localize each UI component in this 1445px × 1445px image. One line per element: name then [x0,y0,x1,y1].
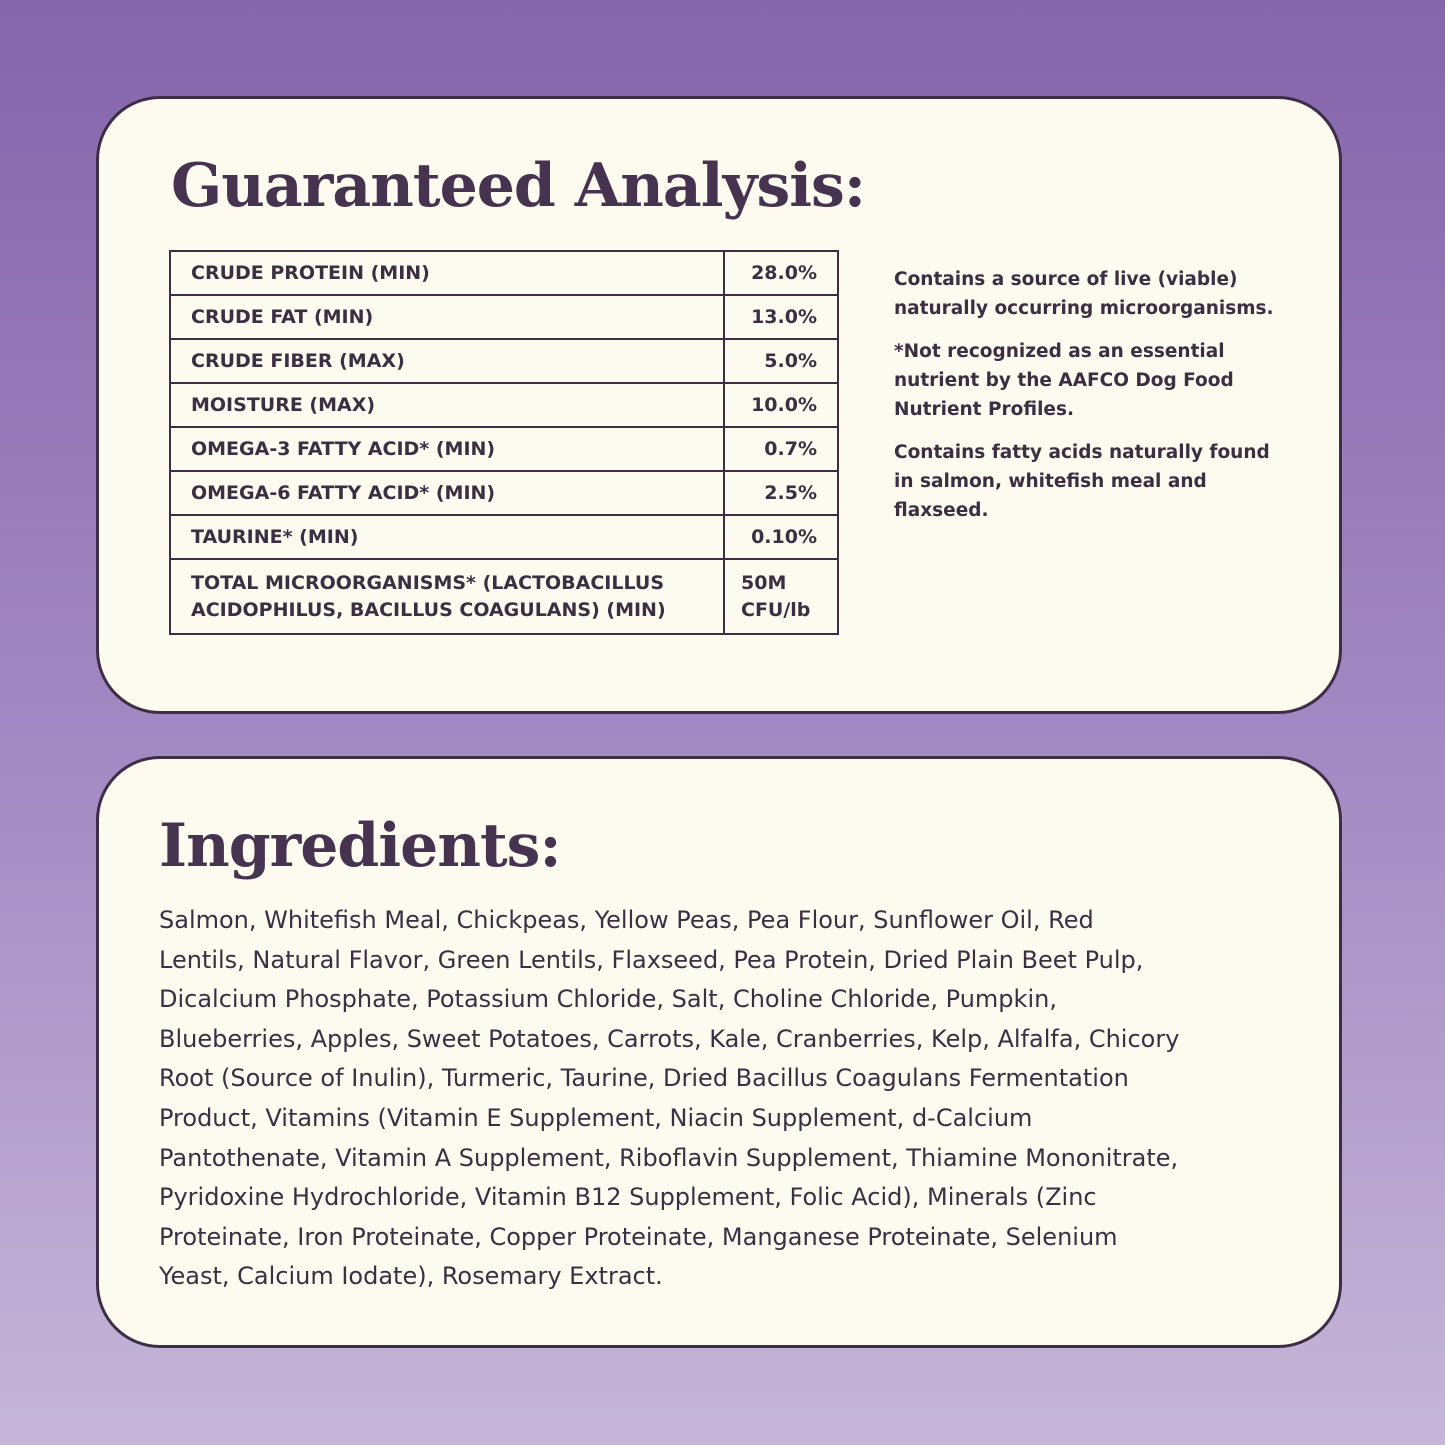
analysis-title: Guaranteed Analysis: [171,151,866,221]
row-label: MOISTURE (MAX) [169,382,725,428]
ingredients-line: Dicalcium Phosphate, Potassium Chloride,… [159,985,1057,1014]
row-value: 13.0% [723,294,839,340]
table-row: OMEGA-3 FATTY ACID* (MIN) 0.7% [169,426,839,472]
note: *Not recognized as an essential nutrient… [894,341,1234,420]
table-row: CRUDE FIBER (MAX) 5.0% [169,338,839,384]
row-value: 28.0% [723,250,839,296]
row-label: TAURINE* (MIN) [169,514,725,560]
ingredients-line: Lentils, Natural Flavor, Green Lentils, … [159,945,1144,974]
row-value: 50M CFU/lb [723,558,839,635]
ingredients-line: Product, Vitamins (Vitamin E Supplement,… [159,1103,1033,1132]
row-value: 2.5% [723,470,839,516]
ingredients-line: Pyridoxine Hydrochloride, Vitamin B12 Su… [159,1183,1097,1212]
row-label: CRUDE PROTEIN (MIN) [169,250,725,296]
row-label: CRUDE FIBER (MAX) [169,338,725,384]
table-row: CRUDE PROTEIN (MIN) 28.0% [169,250,839,296]
ingredients-text: Salmon, Whitefish Meal, Chickpeas, Yello… [159,901,1179,1297]
row-value: 5.0% [723,338,839,384]
row-label: OMEGA-6 FATTY ACID* (MIN) [169,470,725,516]
row-value-line: CFU/lb [741,598,811,621]
ingredients-line: Blueberries, Apples, Sweet Potatoes, Car… [159,1024,1180,1053]
row-label: TOTAL MICROORGANISMS* (LACTOBACILLUS ACID… [169,558,725,635]
row-value: 0.7% [723,426,839,472]
note: Contains fatty acids naturally found in … [894,442,1270,521]
row-label-line: TOTAL MICROORGANISMS* (LACTOBACILLUS [191,571,665,594]
ingredients-line: Root (Source of Inulin), Turmeric, Tauri… [159,1064,1129,1093]
ingredients-line: Proteinate, Iron Proteinate, Copper Prot… [159,1222,1118,1251]
row-label: CRUDE FAT (MIN) [169,294,725,340]
ingredients-line: Pantothenate, Vitamin A Supplement, Ribo… [159,1143,1179,1172]
row-value: 10.0% [723,382,839,428]
analysis-notes: Contains a source of live (viable) natur… [894,265,1274,539]
table-row: TAURINE* (MIN) 0.10% [169,514,839,560]
guaranteed-analysis-card: Guaranteed Analysis: CRUDE PROTEIN (MIN)… [96,96,1342,714]
table-row: MOISTURE (MAX) 10.0% [169,382,839,428]
ingredients-line: Salmon, Whitefish Meal, Chickpeas, Yello… [159,906,1094,934]
note: Contains a source of live (viable) natur… [894,269,1274,319]
ingredients-card: Ingredients: Salmon, Whitefish Meal, Chi… [96,756,1342,1348]
table-row: OMEGA-6 FATTY ACID* (MIN) 2.5% [169,470,839,516]
ingredients-line: Yeast, Calcium Iodate), Rosemary Extract… [159,1262,663,1291]
row-value: 0.10% [723,514,839,560]
ingredients-title: Ingredients: [159,811,562,881]
table-row: TOTAL MICROORGANISMS* (LACTOBACILLUS ACID… [169,558,839,635]
table-row: CRUDE FAT (MIN) 13.0% [169,294,839,340]
row-label-line: ACIDOPHILUS, BACILLUS COAGULANS) (MIN) [191,598,666,621]
analysis-table: CRUDE PROTEIN (MIN) 28.0% CRUDE FAT (MIN)… [169,250,839,635]
row-value-line: 50M [741,571,787,594]
row-label: OMEGA-3 FATTY ACID* (MIN) [169,426,725,472]
